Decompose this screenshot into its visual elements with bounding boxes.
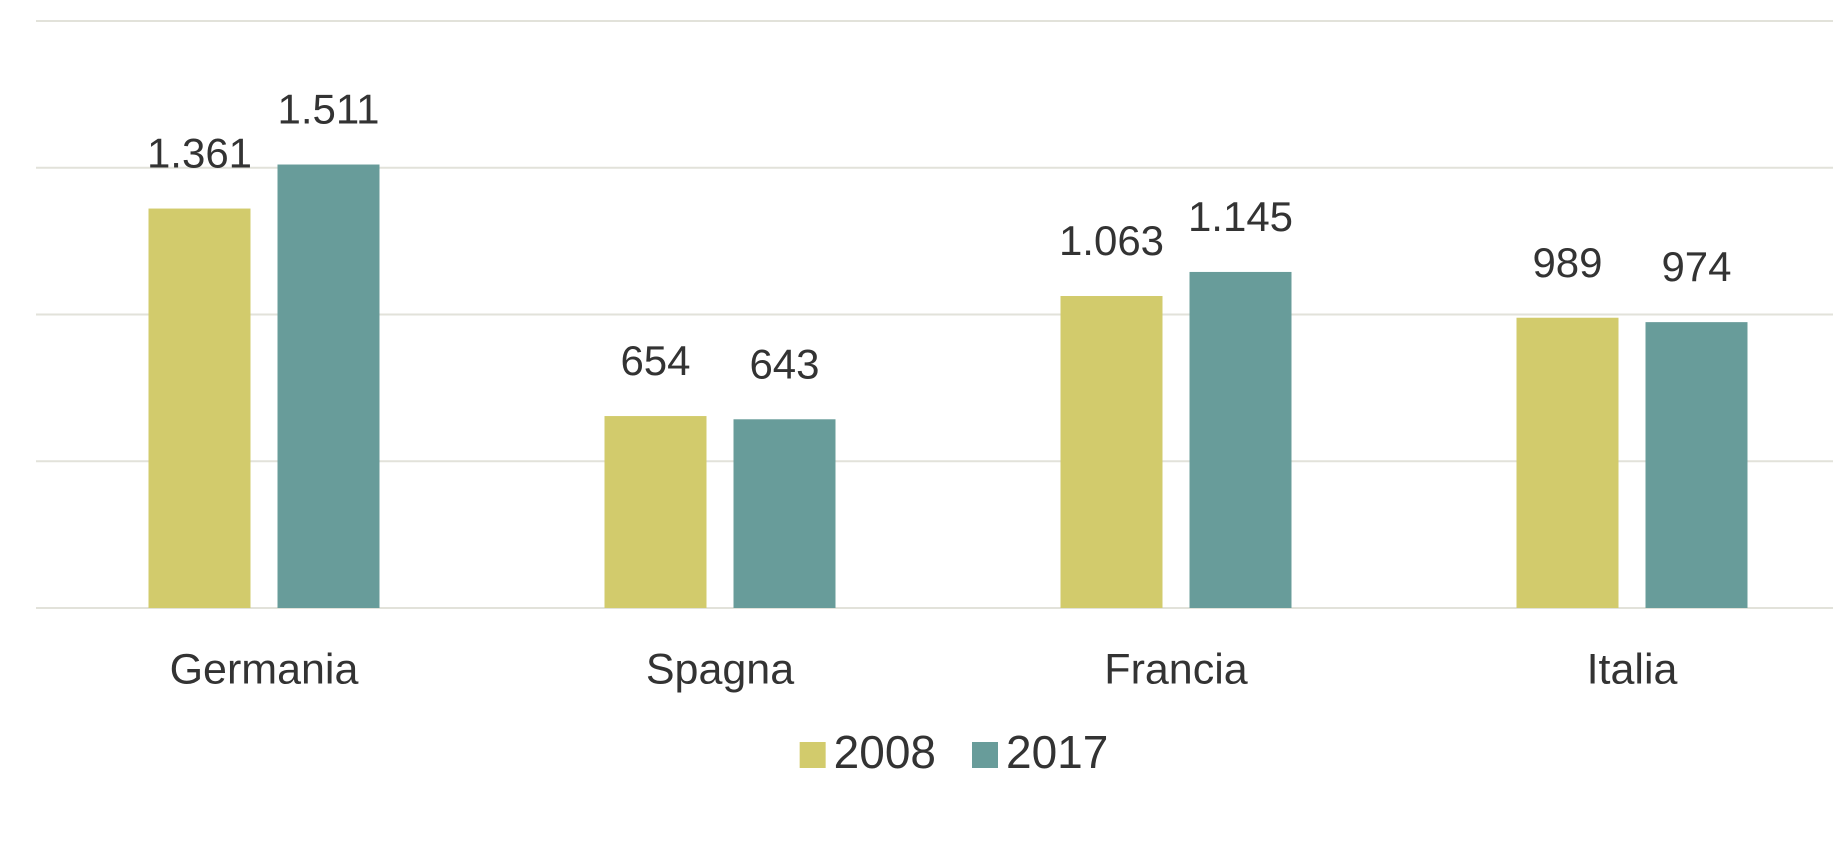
legend-swatch bbox=[799, 742, 826, 768]
bar bbox=[1189, 271, 1292, 608]
data-label: 1.511 bbox=[278, 86, 380, 133]
bar bbox=[148, 208, 251, 608]
data-label: 974 bbox=[1661, 243, 1731, 290]
bar bbox=[604, 416, 707, 608]
legend-label: 2017 bbox=[1006, 726, 1108, 778]
x-tick-label: Spagna bbox=[646, 645, 794, 693]
bar bbox=[733, 419, 836, 608]
bar bbox=[1060, 296, 1163, 608]
legend-swatch bbox=[972, 742, 998, 768]
x-tick-label: Francia bbox=[1104, 645, 1247, 693]
legend-label: 2008 bbox=[834, 726, 936, 778]
bar bbox=[277, 164, 380, 609]
x-tick-label: Germania bbox=[170, 645, 359, 693]
data-label: 643 bbox=[749, 340, 819, 387]
data-label: 989 bbox=[1532, 239, 1602, 286]
bar bbox=[1645, 322, 1748, 608]
x-tick-label: Italia bbox=[1587, 645, 1678, 693]
bar bbox=[1516, 317, 1619, 608]
data-label: 654 bbox=[620, 337, 690, 384]
data-label: 1.063 bbox=[1059, 217, 1164, 264]
data-label: 1.361 bbox=[147, 130, 252, 177]
data-label: 1.145 bbox=[1188, 193, 1293, 240]
